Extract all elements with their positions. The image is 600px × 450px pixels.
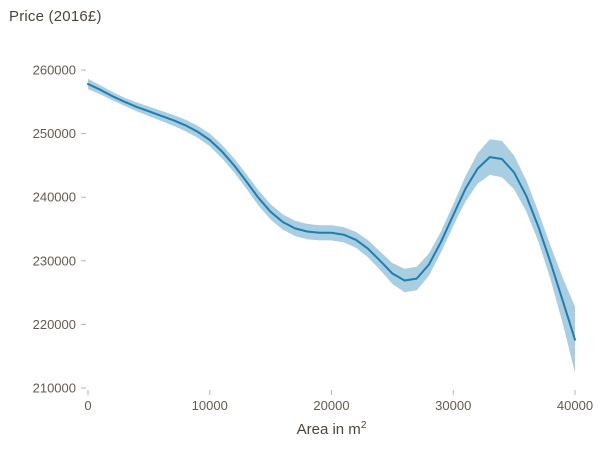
y-tick-label: 220000 bbox=[33, 317, 76, 332]
x-tick-label: 0 bbox=[84, 398, 91, 413]
x-tick-label: 30000 bbox=[435, 398, 471, 413]
x-axis-label-text: Area in m bbox=[296, 421, 361, 438]
y-tick-label: 260000 bbox=[33, 63, 76, 78]
x-tick-label: 10000 bbox=[192, 398, 228, 413]
x-tick-label: 20000 bbox=[313, 398, 349, 413]
x-tick-label: 40000 bbox=[557, 398, 593, 413]
y-axis-title: Price (2016£) bbox=[9, 8, 102, 25]
y-tick-label: 230000 bbox=[33, 253, 76, 268]
y-tick-label: 250000 bbox=[33, 126, 76, 141]
y-tick-label: 240000 bbox=[33, 190, 76, 205]
y-tick-label: 210000 bbox=[33, 381, 76, 396]
smooth-line bbox=[87, 83, 576, 341]
confidence-band bbox=[88, 78, 575, 373]
x-axis-label-superscript: 2 bbox=[360, 420, 367, 431]
x-axis-label: Area in m2 bbox=[88, 420, 575, 438]
